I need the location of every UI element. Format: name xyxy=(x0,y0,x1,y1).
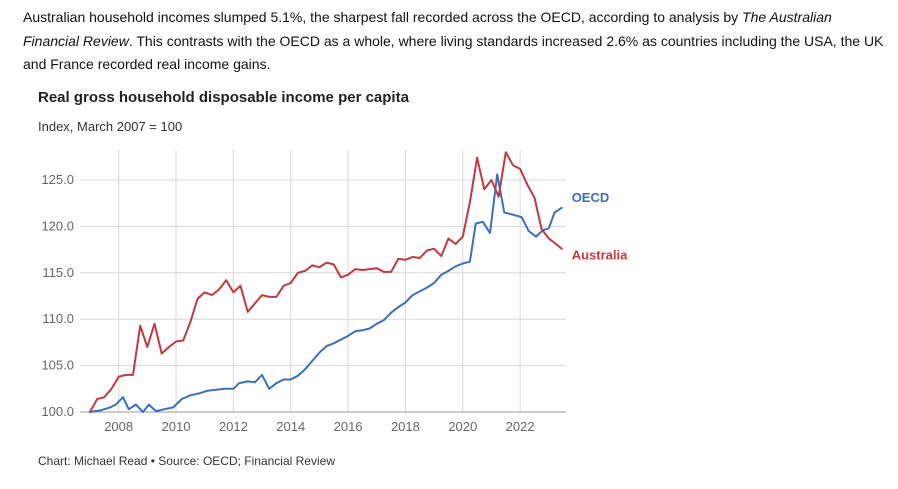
chart-title: Real gross household disposable income p… xyxy=(38,89,409,106)
intro-text-2: . This contrasts with the OECD as a whol… xyxy=(23,32,884,73)
x-tick-label: 2018 xyxy=(391,419,420,434)
y-tick-label: 120.0 xyxy=(41,218,74,233)
x-tick-label: 2016 xyxy=(334,419,363,434)
intro-source-italic: The Australian Financial Review xyxy=(23,9,832,49)
x-tick-label: 2014 xyxy=(276,419,305,434)
series-line-oecd xyxy=(89,173,563,413)
x-tick-label: 2020 xyxy=(448,419,477,434)
x-tick-label: 2010 xyxy=(162,419,191,434)
chart-source-credit: Chart: Michael Read • Source: OECD; Fina… xyxy=(38,454,335,468)
x-tick-label: 2008 xyxy=(104,419,133,434)
chart-subtitle: Index, March 2007 = 100 xyxy=(38,119,183,134)
intro-paragraph: Australian household incomes slumped 5.1… xyxy=(23,6,885,77)
y-tick-label: 105.0 xyxy=(41,358,74,373)
series-line-australia xyxy=(89,151,563,413)
x-tick-label: 2012 xyxy=(219,419,248,434)
y-tick-label: 115.0 xyxy=(42,265,74,280)
y-tick-label: 125.0 xyxy=(41,172,74,187)
intro-text-1: Australian household incomes slumped 5.1… xyxy=(23,9,743,25)
y-tick-label: 110.0 xyxy=(42,311,74,326)
y-tick-label: 100.0 xyxy=(41,404,74,419)
series-label-australia: Australia xyxy=(572,248,628,263)
series-label-oecd: OECD xyxy=(572,190,610,205)
x-tick-label: 2022 xyxy=(506,419,535,434)
